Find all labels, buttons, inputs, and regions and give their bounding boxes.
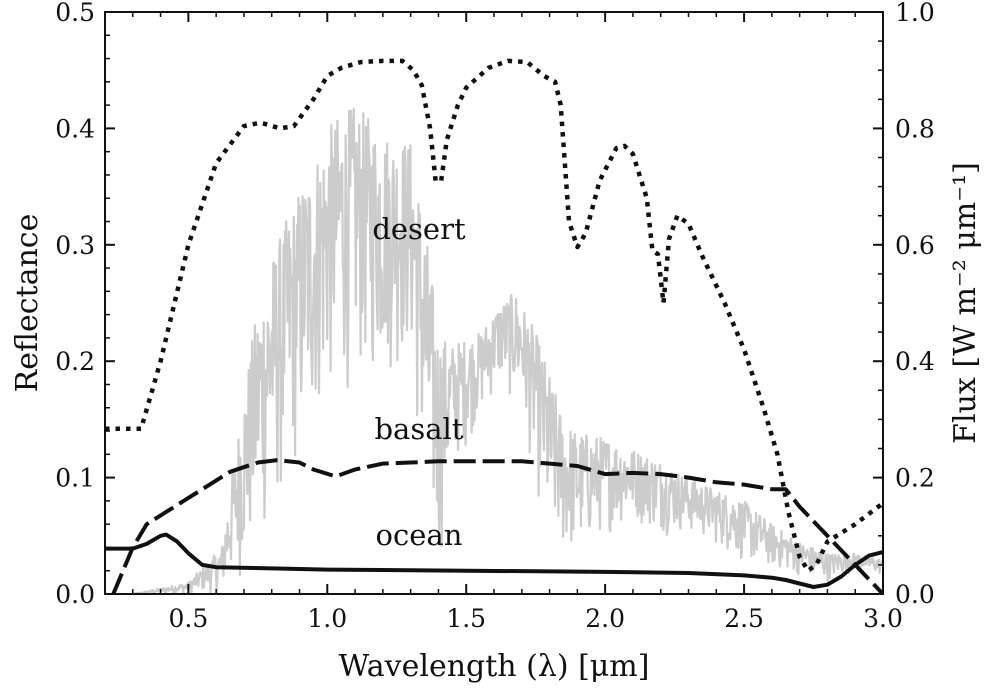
x-tick-label: 1.5	[446, 604, 486, 633]
y-left-tick-label: 0.0	[55, 580, 95, 609]
desert-line	[105, 58, 883, 573]
x-tick-label: 2.5	[724, 604, 764, 633]
y-left-tick-label: 0.5	[55, 0, 95, 27]
y-right-tick-label: 0.2	[895, 464, 935, 493]
y-left-tick-label: 0.1	[55, 464, 95, 493]
y-axis-title-left: Reflectance	[10, 214, 45, 393]
series-layer	[105, 58, 883, 594]
ocean-label: ocean	[376, 518, 463, 552]
x-tick-label: 1.0	[307, 604, 347, 633]
y-right-tick-label: 0.4	[895, 347, 935, 376]
ticks-layer: 0.5 1.0 1.5 2.0 2.5 3.00.00.10.20.30.40.50.00…	[55, 0, 935, 633]
x-tick-label: 2.0	[585, 604, 625, 633]
series-labels: desert basalt ocean	[372, 212, 466, 552]
solar-flux-layer	[132, 107, 883, 594]
y-right-tick-label: 0.6	[895, 231, 935, 260]
y-right-tick-label: 1.0	[895, 0, 935, 27]
y-axis-title-right: Flux [W m⁻² μm⁻¹]	[948, 162, 983, 444]
x-tick-label: 0.5	[168, 604, 208, 633]
basalt-line	[111, 458, 883, 594]
basalt-label: basalt	[374, 412, 463, 446]
x-axis-title: Wavelength (λ) [μm]	[339, 649, 650, 684]
y-right-tick-label: 0.0	[895, 580, 935, 609]
y-left-tick-label: 0.4	[55, 114, 95, 143]
y-right-tick-label: 0.8	[895, 114, 935, 143]
solar-flux-line	[132, 107, 883, 594]
plot-frame	[104, 11, 884, 595]
y-left-tick-label: 0.2	[55, 347, 95, 376]
ocean-line	[105, 532, 883, 589]
x-tick-label: 3.0	[863, 604, 903, 633]
desert-label: desert	[372, 212, 466, 246]
y-left-tick-label: 0.3	[55, 231, 95, 260]
